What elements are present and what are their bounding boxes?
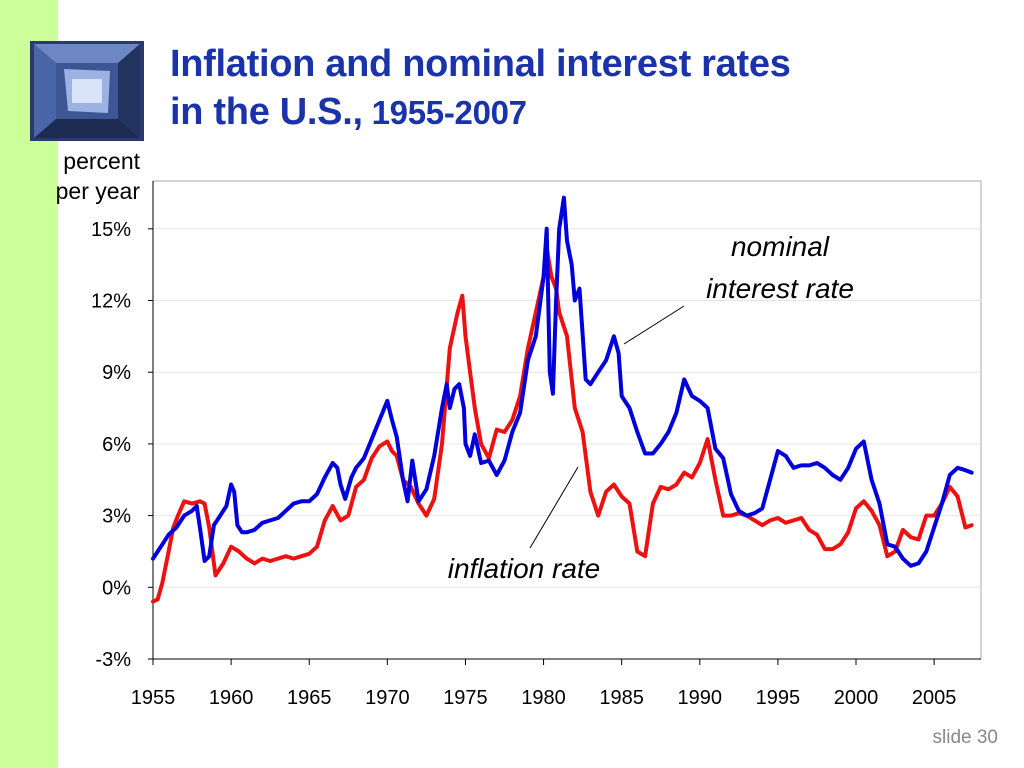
y-axis-label-line-1: percent: [63, 148, 140, 174]
nominal-annotation-line-1: nominal: [731, 231, 830, 262]
x-tick-label: 1970: [365, 687, 410, 709]
title-line-2: in the U.S., 1955-2007: [170, 88, 990, 137]
x-tick-label: 1960: [209, 687, 254, 709]
x-tick-label: 2000: [834, 687, 879, 709]
y-tick-label: 6%: [102, 434, 131, 456]
y-axis-label-line-2: per year: [55, 178, 140, 204]
title-years: 1955-2007: [362, 94, 527, 131]
title-line-2-main: in the U.S.,: [170, 91, 363, 133]
plot-area: [152, 180, 982, 660]
y-tick-label: -3%: [95, 649, 131, 671]
title-line-1: Inflation and nominal interest rates: [170, 43, 791, 85]
y-tick-label: 0%: [102, 577, 131, 599]
nominal-annotation-pointer: [623, 305, 685, 345]
stairwell-photo: [30, 41, 144, 141]
y-tick-label: 9%: [102, 362, 131, 384]
x-tick-label: 1990: [678, 687, 723, 709]
x-tick-label: 1965: [287, 687, 332, 709]
y-ticks: -3% 0% 3% 6% 9% 12% 15%: [91, 219, 153, 671]
x-tick-label: 1995: [756, 687, 801, 709]
nominal-rate-line: [151, 195, 974, 568]
inflation-annotation-pointer: [529, 466, 579, 549]
nominal-annotation-line-2: interest rate: [706, 273, 854, 304]
x-tick-label: 2005: [912, 687, 957, 709]
y-tick-label: 12%: [91, 291, 131, 313]
y-tick-label: 3%: [102, 506, 131, 528]
x-tick-label: 1975: [443, 687, 488, 709]
x-tick-label: 1955: [131, 687, 176, 709]
x-ticks: 1955 1960 1965 1970 1975 1980 1985 1990 1995 2000…: [131, 181, 981, 709]
x-tick-label: 1985: [599, 687, 644, 709]
slide-number: slide 30: [932, 727, 999, 748]
slide-title: Inflation and nominal interest rates in …: [170, 40, 990, 137]
series-lines: [151, 195, 974, 604]
inflation-annotation: inflation rate: [448, 553, 601, 584]
y-tick-label: 15%: [91, 219, 131, 241]
y-axis-label: percent per year: [20, 146, 140, 206]
x-tick-label: 1980: [521, 687, 566, 709]
